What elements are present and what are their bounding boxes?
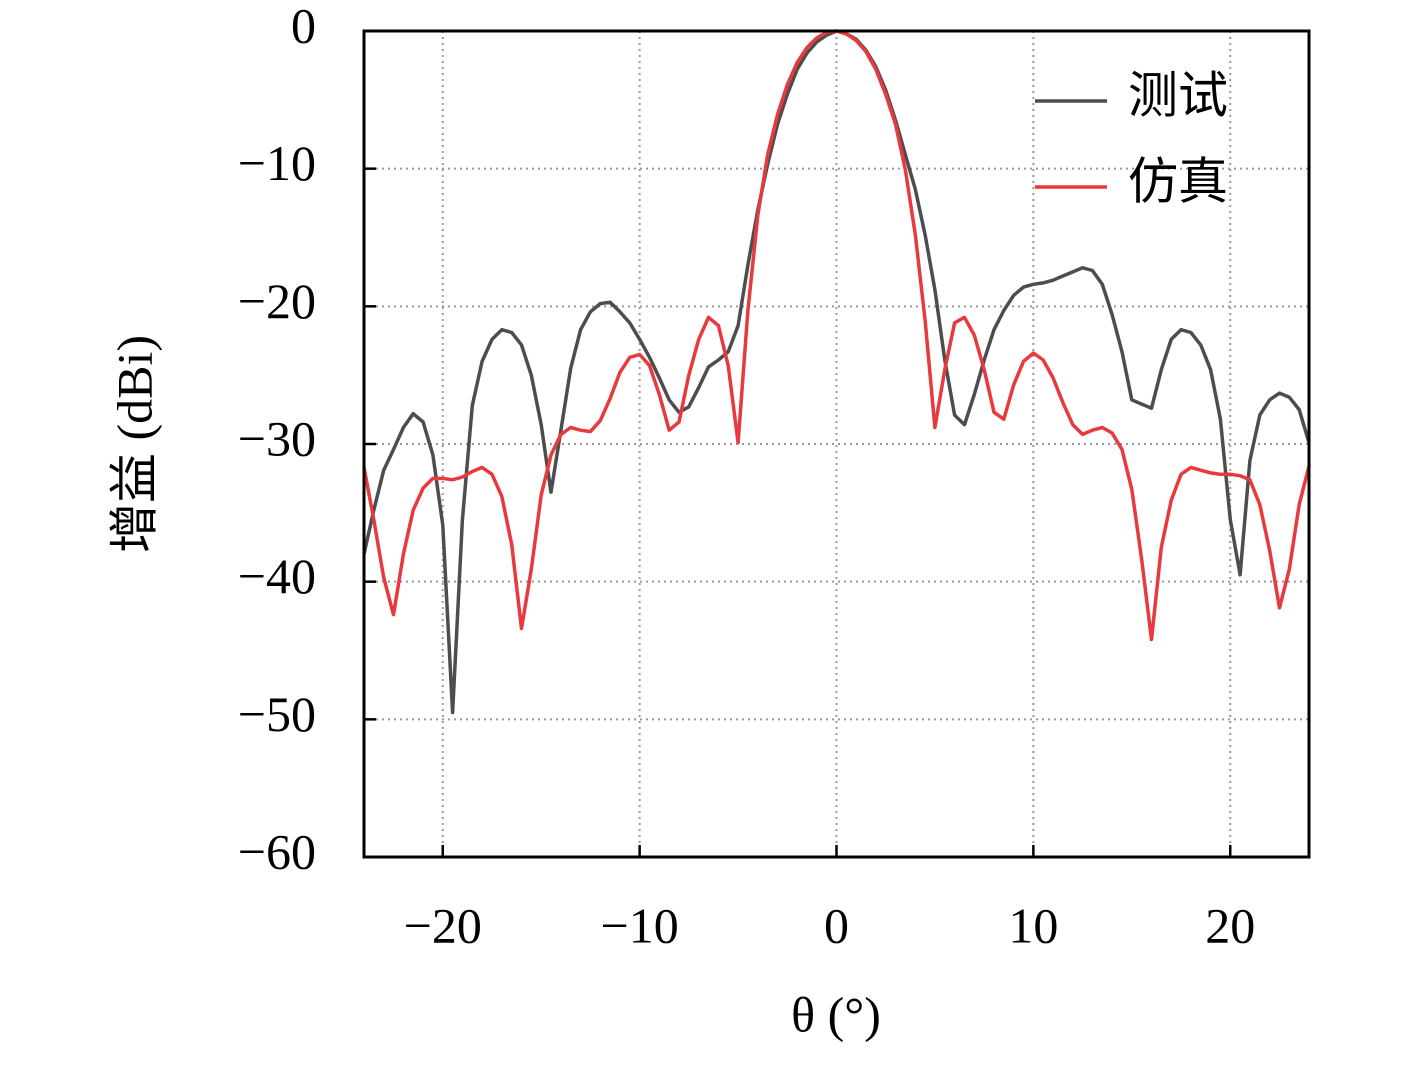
y-tick-label: 0 bbox=[291, 0, 316, 53]
x-tick-label: −10 bbox=[601, 897, 679, 953]
y-tick-label: −10 bbox=[238, 135, 316, 191]
x-tick-label: −20 bbox=[404, 897, 482, 953]
y-axis-label: 增益 (dBi) bbox=[106, 335, 162, 553]
x-tick-label: 0 bbox=[824, 897, 849, 953]
x-tick-label: 10 bbox=[1008, 897, 1058, 953]
y-tick-label: −20 bbox=[238, 273, 316, 329]
legend-label: 测试 bbox=[1128, 67, 1228, 123]
x-axis-label: θ (°) bbox=[791, 986, 881, 1042]
y-tick-label: −50 bbox=[238, 686, 316, 742]
x-tick-label: 20 bbox=[1205, 897, 1255, 953]
y-tick-label: −60 bbox=[238, 823, 316, 879]
y-tick-label: −30 bbox=[238, 410, 316, 466]
legend-label: 仿真 bbox=[1128, 153, 1228, 209]
y-tick-label: −40 bbox=[238, 548, 316, 604]
